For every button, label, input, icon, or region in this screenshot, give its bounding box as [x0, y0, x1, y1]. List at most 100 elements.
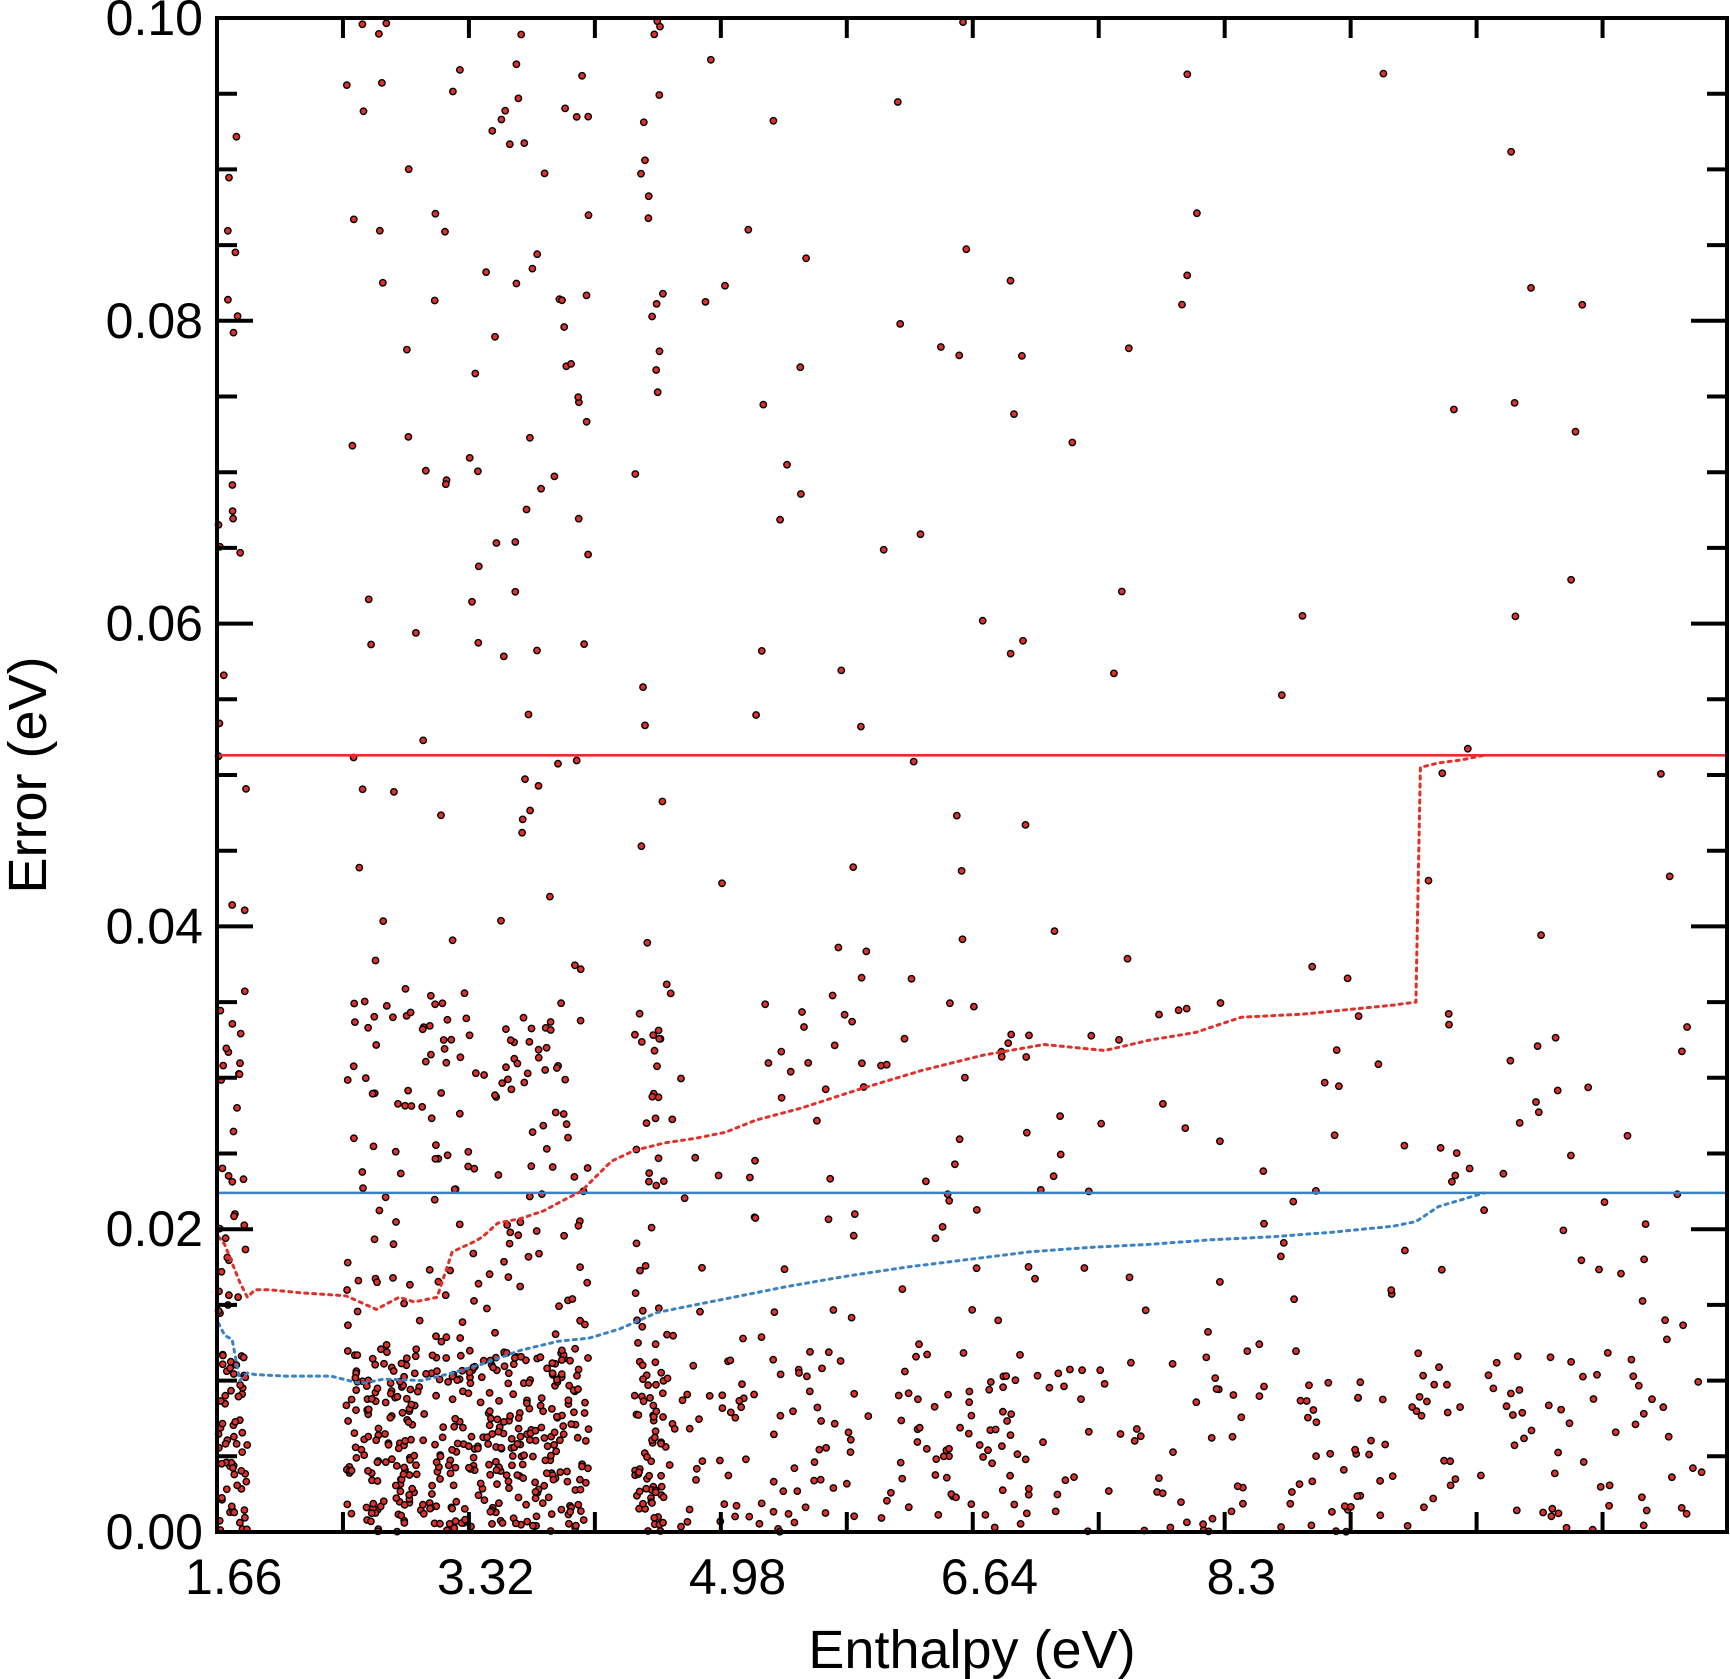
data-point [529, 1521, 537, 1530]
data-point [351, 1374, 360, 1382]
data-point [373, 1384, 382, 1393]
data-point [523, 1069, 532, 1078]
data-point [557, 1505, 566, 1514]
data-point [635, 1468, 643, 1477]
data-point [1292, 1347, 1300, 1356]
data-point [1506, 1056, 1515, 1065]
data-point [783, 460, 791, 469]
data-point [573, 1433, 582, 1442]
data-point [1277, 691, 1286, 699]
data-point [692, 1464, 701, 1473]
data-point [408, 1484, 417, 1493]
data-point [373, 1278, 381, 1287]
data-point [534, 1053, 543, 1062]
data-point [904, 1389, 913, 1398]
data-point [537, 1394, 546, 1403]
data-point [1056, 1150, 1065, 1159]
data-point [930, 1402, 939, 1411]
data-point [864, 1412, 873, 1421]
data-point [959, 1349, 968, 1357]
data-point [240, 1513, 249, 1522]
data-point [999, 1383, 1007, 1392]
data-point [465, 1346, 474, 1355]
data-point [1694, 1378, 1703, 1386]
data-point [1308, 962, 1317, 971]
data-point [746, 1173, 754, 1182]
data-point [1125, 1273, 1134, 1282]
data-point [362, 1503, 371, 1512]
data-point [1579, 1372, 1587, 1381]
data-point [527, 1162, 536, 1171]
data-point [1595, 1265, 1603, 1274]
data-point [978, 616, 987, 625]
data-point [342, 81, 351, 90]
data-point [229, 1432, 238, 1441]
data-point [1127, 1358, 1135, 1367]
data-point [1010, 1500, 1019, 1509]
data-point [540, 169, 549, 178]
data-point [555, 1302, 563, 1311]
data-point [1451, 1475, 1460, 1484]
data-point [435, 1519, 444, 1528]
data-point [428, 1351, 437, 1360]
data-point [537, 1423, 546, 1432]
data-point [485, 1407, 494, 1416]
data-point [543, 1364, 551, 1373]
data-point [342, 1401, 351, 1410]
data-point [650, 1046, 659, 1055]
data-point [1354, 1012, 1363, 1020]
data-point [382, 1002, 391, 1010]
data-point [642, 1484, 651, 1493]
data-point [662, 980, 671, 989]
data-point [221, 1391, 230, 1400]
data-point [975, 1441, 984, 1449]
data-point [1339, 1466, 1348, 1474]
x-tick-label: 4.98 [689, 1549, 786, 1605]
data-point [1007, 1030, 1016, 1039]
data-point [657, 1482, 666, 1491]
data-point [937, 343, 945, 351]
data-point [909, 757, 918, 766]
data-point [582, 291, 591, 300]
data-point [584, 1464, 592, 1473]
data-point [444, 1461, 453, 1470]
data-point [1617, 1269, 1625, 1278]
data-point [465, 453, 474, 462]
data-point [770, 1308, 779, 1317]
data-point [668, 1115, 677, 1124]
data-point [1259, 1167, 1268, 1176]
data-point [1492, 1358, 1501, 1367]
data-point [407, 1400, 416, 1409]
data-point [894, 1391, 903, 1400]
data-point [900, 1034, 909, 1043]
data-point [1641, 1220, 1650, 1229]
y-tick-label: 0.06 [106, 596, 203, 652]
data-point [1024, 1263, 1033, 1271]
data-point [1193, 209, 1201, 218]
data-point [425, 1022, 434, 1030]
data-point [242, 785, 250, 793]
data-point [500, 1257, 508, 1266]
data-point [519, 1013, 528, 1022]
data-point [574, 1500, 583, 1509]
data-point [648, 1499, 656, 1507]
data-point [1423, 1397, 1431, 1406]
data-point [1332, 1046, 1341, 1055]
data-point [572, 113, 581, 121]
data-point [230, 1508, 239, 1517]
data-point [1002, 1372, 1011, 1381]
data-point [654, 1026, 663, 1035]
x-tick-label: 1.66 [185, 1549, 282, 1605]
data-point [652, 1181, 661, 1190]
data-point [1603, 1349, 1612, 1357]
data-point [653, 388, 662, 397]
data-point [1444, 1010, 1453, 1018]
data-point [1659, 1403, 1668, 1412]
data-point [223, 295, 232, 304]
data-point [956, 1423, 964, 1432]
data-point [790, 1464, 799, 1473]
data-point [394, 1444, 403, 1453]
data-point [1136, 1432, 1145, 1441]
data-point [576, 1263, 584, 1272]
data-point [404, 165, 413, 174]
